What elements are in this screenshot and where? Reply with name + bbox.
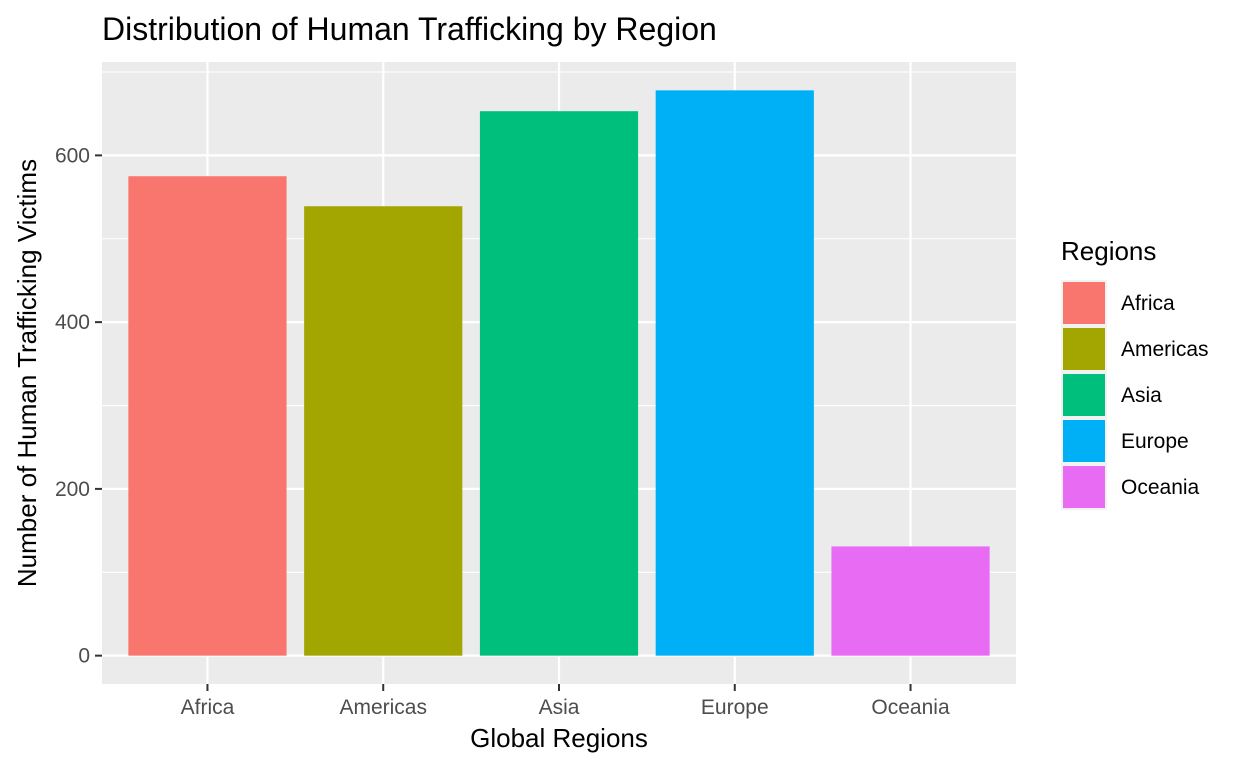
legend-label-oceania: Oceania: [1121, 476, 1200, 499]
bars: [128, 90, 990, 656]
x-tick-label: Asia: [539, 696, 580, 719]
legend-swatch-europe: [1063, 420, 1105, 462]
legend-swatch-africa: [1063, 282, 1105, 324]
legend-swatch-oceania: [1063, 466, 1105, 508]
legend-label-africa: Africa: [1121, 292, 1175, 315]
y-tick-label: 0: [78, 645, 90, 668]
bar-oceania: [831, 546, 990, 656]
legend-items: Africa Americas Asia Europe Oceania: [1061, 280, 1209, 510]
legend-label-europe: Europe: [1121, 430, 1189, 453]
x-tick-label: Africa: [181, 696, 235, 719]
x-tick-label: Americas: [339, 696, 427, 719]
bar-europe: [655, 90, 814, 656]
x-tick-label: Europe: [701, 696, 769, 719]
x-axis-ticks: Africa Americas Asia Europe Oceania: [181, 684, 950, 719]
legend: Regions Africa Americas Asia Europe Oceania: [1061, 236, 1209, 510]
y-axis-title: Number of Human Trafficking Victims: [12, 159, 42, 587]
bar-americas: [304, 206, 463, 656]
legend-label-americas: Americas: [1121, 338, 1209, 361]
y-axis-ticks: 0 200 400 600: [55, 144, 102, 668]
bar-africa: [128, 176, 287, 656]
legend-swatch-asia: [1063, 374, 1105, 416]
y-tick-label: 600: [55, 144, 90, 167]
chart-title: Distribution of Human Trafficking by Reg…: [102, 11, 717, 47]
y-tick-label: 200: [55, 478, 90, 501]
bar-asia: [479, 111, 639, 656]
legend-title: Regions: [1061, 236, 1156, 266]
y-tick-label: 400: [55, 311, 90, 334]
x-axis-title: Global Regions: [470, 723, 648, 753]
legend-swatch-americas: [1063, 328, 1105, 370]
x-tick-label: Oceania: [871, 696, 950, 719]
legend-label-asia: Asia: [1121, 384, 1162, 407]
